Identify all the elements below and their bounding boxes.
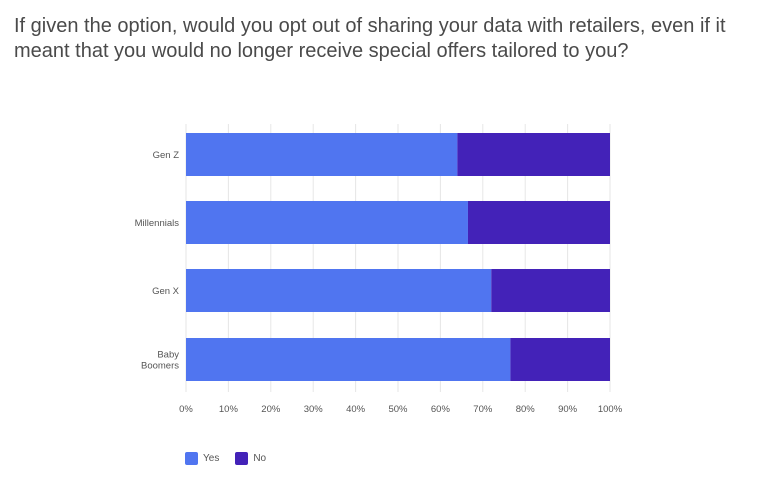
- category-label: Gen X: [152, 286, 180, 297]
- x-tick-label: 80%: [516, 404, 536, 415]
- x-tick-label: 30%: [304, 404, 324, 415]
- legend-label-no: No: [253, 453, 267, 464]
- category-label: Baby Boomers: [141, 350, 179, 372]
- x-tick-label: 90%: [558, 404, 578, 415]
- bar-no-gen-x[interactable]: [491, 269, 610, 312]
- bar-yes-millennials[interactable]: [186, 201, 468, 244]
- x-tick-label: 20%: [261, 404, 281, 415]
- bar-yes-gen-z[interactable]: [186, 133, 458, 176]
- x-tick-label: 40%: [346, 404, 366, 415]
- bar-no-millennials[interactable]: [467, 201, 610, 244]
- x-tick-label: 0%: [179, 404, 193, 415]
- x-tick-label: 70%: [473, 404, 493, 415]
- legend-item-no[interactable]: No: [235, 452, 266, 465]
- legend-label-yes: Yes: [203, 453, 220, 464]
- legend-item-yes[interactable]: Yes: [185, 452, 219, 465]
- bar-yes-gen-x[interactable]: [186, 269, 492, 312]
- category-label: Gen Z: [153, 150, 180, 161]
- legend: Yes No: [185, 452, 266, 465]
- bar-no-baby-boomers[interactable]: [510, 338, 610, 381]
- x-tick-label: 10%: [219, 404, 239, 415]
- x-tick-label: 50%: [388, 404, 408, 415]
- bar-yes-baby-boomers[interactable]: [186, 338, 511, 381]
- x-tick-label: 100%: [598, 404, 623, 415]
- legend-swatch-yes: [185, 452, 198, 465]
- bar-no-gen-z[interactable]: [457, 133, 610, 176]
- legend-swatch-no: [235, 452, 249, 465]
- chart-title: If given the option, would you opt out o…: [14, 15, 726, 62]
- x-tick-label: 60%: [431, 404, 451, 415]
- category-label: Millennials: [135, 218, 180, 229]
